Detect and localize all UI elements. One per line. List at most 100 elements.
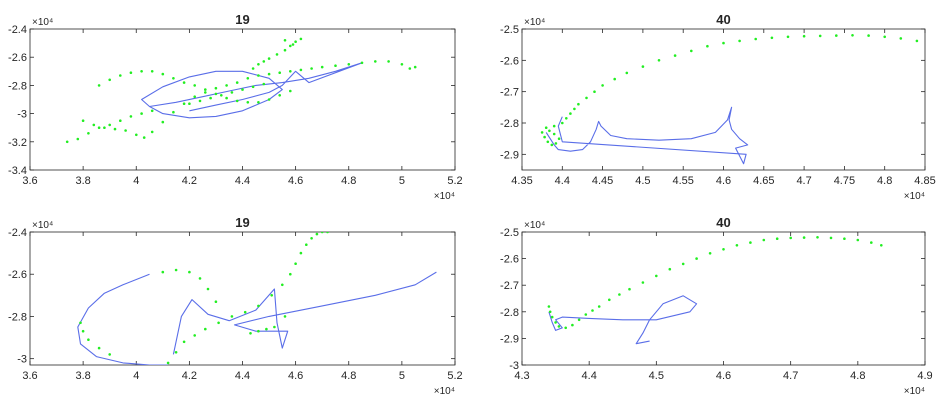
data-point	[166, 361, 170, 365]
data-point	[628, 287, 631, 291]
x-tick-label: 4.5	[635, 175, 650, 187]
y-tick-label: -3.4	[8, 165, 27, 177]
data-point	[249, 332, 252, 335]
data-point	[230, 315, 234, 318]
x-tick-label: 5	[399, 370, 405, 382]
x-tick-label: 4.7	[783, 370, 798, 382]
data-point	[641, 281, 645, 284]
data-point	[235, 81, 239, 84]
data-point	[81, 329, 85, 333]
data-point	[87, 132, 90, 135]
data-point	[124, 129, 127, 132]
data-point	[182, 81, 186, 84]
data-point	[789, 236, 792, 240]
data-point	[554, 321, 557, 324]
data-point	[641, 65, 645, 68]
data-point	[150, 109, 154, 113]
data-point	[786, 35, 790, 39]
data-point	[915, 39, 919, 43]
data-point	[775, 237, 779, 240]
x-tick-label: 5.2	[447, 370, 462, 382]
y-tick-label: -2.5	[500, 24, 519, 36]
data-point	[108, 78, 111, 82]
axes-box	[521, 28, 926, 171]
data-point	[569, 112, 572, 115]
data-point	[585, 96, 588, 100]
data-point	[706, 44, 709, 48]
data-point	[220, 94, 223, 97]
data-point	[738, 39, 741, 43]
x-exponent-label: ×10⁴	[904, 386, 925, 397]
data-point	[161, 72, 165, 76]
data-point	[347, 63, 351, 66]
series-group	[547, 236, 883, 345]
data-point	[246, 101, 250, 104]
data-point	[550, 143, 554, 147]
data-point	[408, 67, 412, 70]
x-tick-label: 4.6	[716, 370, 731, 382]
data-point	[835, 34, 838, 37]
x-tick-label: 3.8	[75, 370, 90, 382]
data-point	[899, 37, 903, 40]
data-point	[310, 237, 313, 240]
data-point	[198, 277, 202, 280]
data-point	[217, 321, 220, 325]
series-line	[141, 62, 363, 119]
data-point	[625, 71, 629, 75]
data-point	[708, 252, 712, 255]
data-point	[97, 126, 101, 129]
y-tick-label: -2.6	[8, 269, 27, 281]
y-exponent-label: ×10⁴	[524, 220, 545, 231]
data-point	[561, 121, 564, 125]
data-point	[235, 99, 239, 103]
chart-panel-2: 4.35 4.4 4.45 4.5 4.55 4.6 4.65 4.7 4.75 4.8 4.85 -…	[500, 12, 936, 202]
y-exponent-label: ×10⁴	[32, 17, 53, 28]
data-point	[172, 110, 175, 114]
x-tick-label: 4.75	[834, 175, 855, 187]
data-point	[299, 251, 303, 255]
y-exponent-label: ×10⁴	[32, 220, 53, 231]
series-line	[172, 271, 437, 355]
data-point	[188, 102, 191, 105]
data-point	[299, 37, 303, 41]
data-point	[552, 132, 556, 136]
data-point	[557, 325, 561, 328]
chart-title: 40	[716, 12, 730, 27]
data-point	[174, 268, 178, 272]
data-point	[546, 140, 550, 144]
data-point	[681, 262, 685, 266]
data-point	[552, 124, 556, 128]
data-point	[193, 84, 196, 87]
y-tick-label: -2.8	[500, 118, 519, 130]
x-tick-label: 4.8	[877, 175, 892, 187]
data-point	[618, 293, 621, 296]
data-point	[283, 315, 287, 318]
x-tick-label: 4.4	[235, 175, 250, 187]
y-tick-label: -2.4	[8, 227, 27, 239]
data-point	[267, 98, 271, 101]
x-tick-label: 4.4	[582, 370, 597, 382]
data-point	[802, 236, 806, 239]
data-point	[214, 300, 218, 304]
data-point	[289, 70, 292, 73]
y-tick-label: -2.7	[500, 87, 519, 99]
data-point	[273, 325, 276, 329]
data-point	[851, 34, 854, 37]
data-point	[265, 327, 268, 331]
data-point	[150, 70, 154, 73]
data-point	[257, 101, 260, 104]
y-tick-label: -2.8	[500, 307, 519, 319]
y-tick-label: -3	[17, 109, 27, 121]
data-point	[257, 74, 260, 77]
chart-title: 19	[235, 215, 249, 230]
x-tick-label: 4.8	[341, 175, 356, 187]
data-point	[856, 238, 860, 242]
data-point	[571, 323, 574, 327]
data-point	[278, 94, 282, 97]
x-tick-label: 4.3	[514, 370, 529, 382]
data-point	[257, 304, 260, 308]
data-point	[577, 102, 580, 106]
data-point	[289, 89, 292, 93]
data-point	[843, 237, 846, 240]
